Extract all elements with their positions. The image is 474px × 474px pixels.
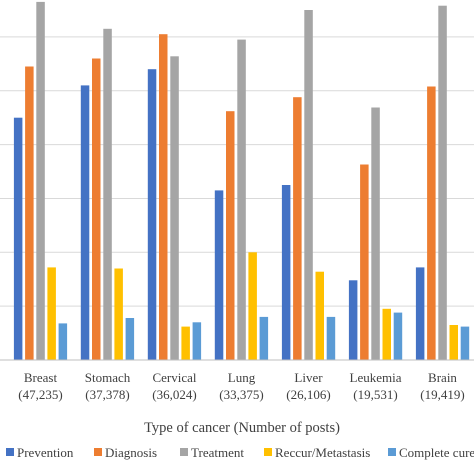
bar-prevention-0 (13, 117, 23, 360)
bar-diagnosis-2 (159, 34, 168, 360)
bar-treatment-6 (438, 5, 447, 360)
category-label: Breast (24, 370, 58, 385)
bar-reccur-metastasis-4 (315, 271, 324, 360)
legend-label: Reccur/Metastasis (275, 445, 370, 460)
bar-treatment-3 (237, 39, 246, 360)
bar-treatment-4 (304, 10, 313, 360)
bar-reccur-metastasis-5 (382, 308, 391, 360)
legend-item: Reccur/Metastasis (264, 445, 370, 460)
legend-label: Prevention (17, 445, 74, 460)
category-count-label: (36,024) (152, 387, 196, 402)
legend-item: Diagnosis (94, 445, 157, 460)
bar-prevention-1 (80, 85, 90, 361)
bar-reccur-metastasis-0 (47, 267, 56, 360)
category-count-label: (19,531) (353, 387, 397, 402)
bar-reccur-metastasis-3 (248, 252, 257, 360)
category-label: Lung (228, 370, 256, 385)
bar-diagnosis-1 (92, 58, 101, 360)
bar-treatment-2 (170, 56, 179, 361)
legend-swatch (6, 448, 14, 456)
bar-complete-cure-0 (58, 323, 68, 360)
bar-diagnosis-4 (293, 97, 302, 360)
category-count-label: (19,419) (420, 387, 464, 402)
bar-reccur-metastasis-2 (181, 326, 190, 360)
category-count-label: (26,106) (286, 387, 330, 402)
bar-prevention-5 (348, 280, 358, 360)
legend-swatch (388, 448, 396, 456)
bar-treatment-0 (36, 1, 45, 361)
gridlines (0, 36, 474, 307)
legend-label: Complete cure (399, 445, 474, 460)
legend-label: Treatment (191, 445, 244, 460)
bars (13, 1, 470, 361)
category-label: Stomach (85, 370, 131, 385)
bar-diagnosis-5 (360, 164, 369, 360)
bar-prevention-4 (281, 185, 291, 360)
legend-item: Treatment (180, 445, 244, 460)
legend-swatch (180, 448, 188, 456)
bar-diagnosis-6 (427, 86, 436, 360)
bar-treatment-5 (371, 107, 380, 360)
bar-complete-cure-4 (326, 316, 336, 360)
category-label: Leukemia (350, 370, 402, 385)
legend-item: Complete cure (388, 445, 474, 460)
bar-complete-cure-2 (192, 322, 202, 360)
bar-diagnosis-0 (25, 66, 34, 360)
bar-complete-cure-6 (460, 326, 470, 360)
category-label: Cervical (152, 370, 196, 385)
x-axis-title: Type of cancer (Number of posts) (144, 420, 340, 436)
legend-swatch (264, 448, 272, 456)
bar-treatment-1 (103, 28, 112, 361)
legend-label: Diagnosis (105, 445, 157, 460)
bar-reccur-metastasis-6 (449, 325, 458, 360)
category-label: Brain (428, 370, 457, 385)
bar-prevention-3 (214, 190, 224, 360)
legend: Prevention Diagnosis Treatment Reccur/Metas… (6, 445, 474, 460)
bar-diagnosis-3 (226, 111, 235, 360)
bar-prevention-2 (147, 69, 157, 360)
bar-prevention-6 (415, 267, 425, 360)
bar-complete-cure-5 (393, 312, 403, 360)
bar-reccur-metastasis-1 (114, 268, 123, 360)
legend-swatch (94, 448, 102, 456)
category-label: Liver (294, 370, 323, 385)
category-count-label: (47,235) (18, 387, 62, 402)
bar-complete-cure-3 (259, 316, 269, 360)
category-count-label: (37,378) (85, 387, 129, 402)
category-labels: Breast (47,235) Stomach (37,378) Cervical (36… (18, 370, 464, 402)
legend-item: Prevention (6, 445, 74, 460)
bar-complete-cure-1 (125, 318, 135, 360)
category-count-label: (33,375) (219, 387, 263, 402)
